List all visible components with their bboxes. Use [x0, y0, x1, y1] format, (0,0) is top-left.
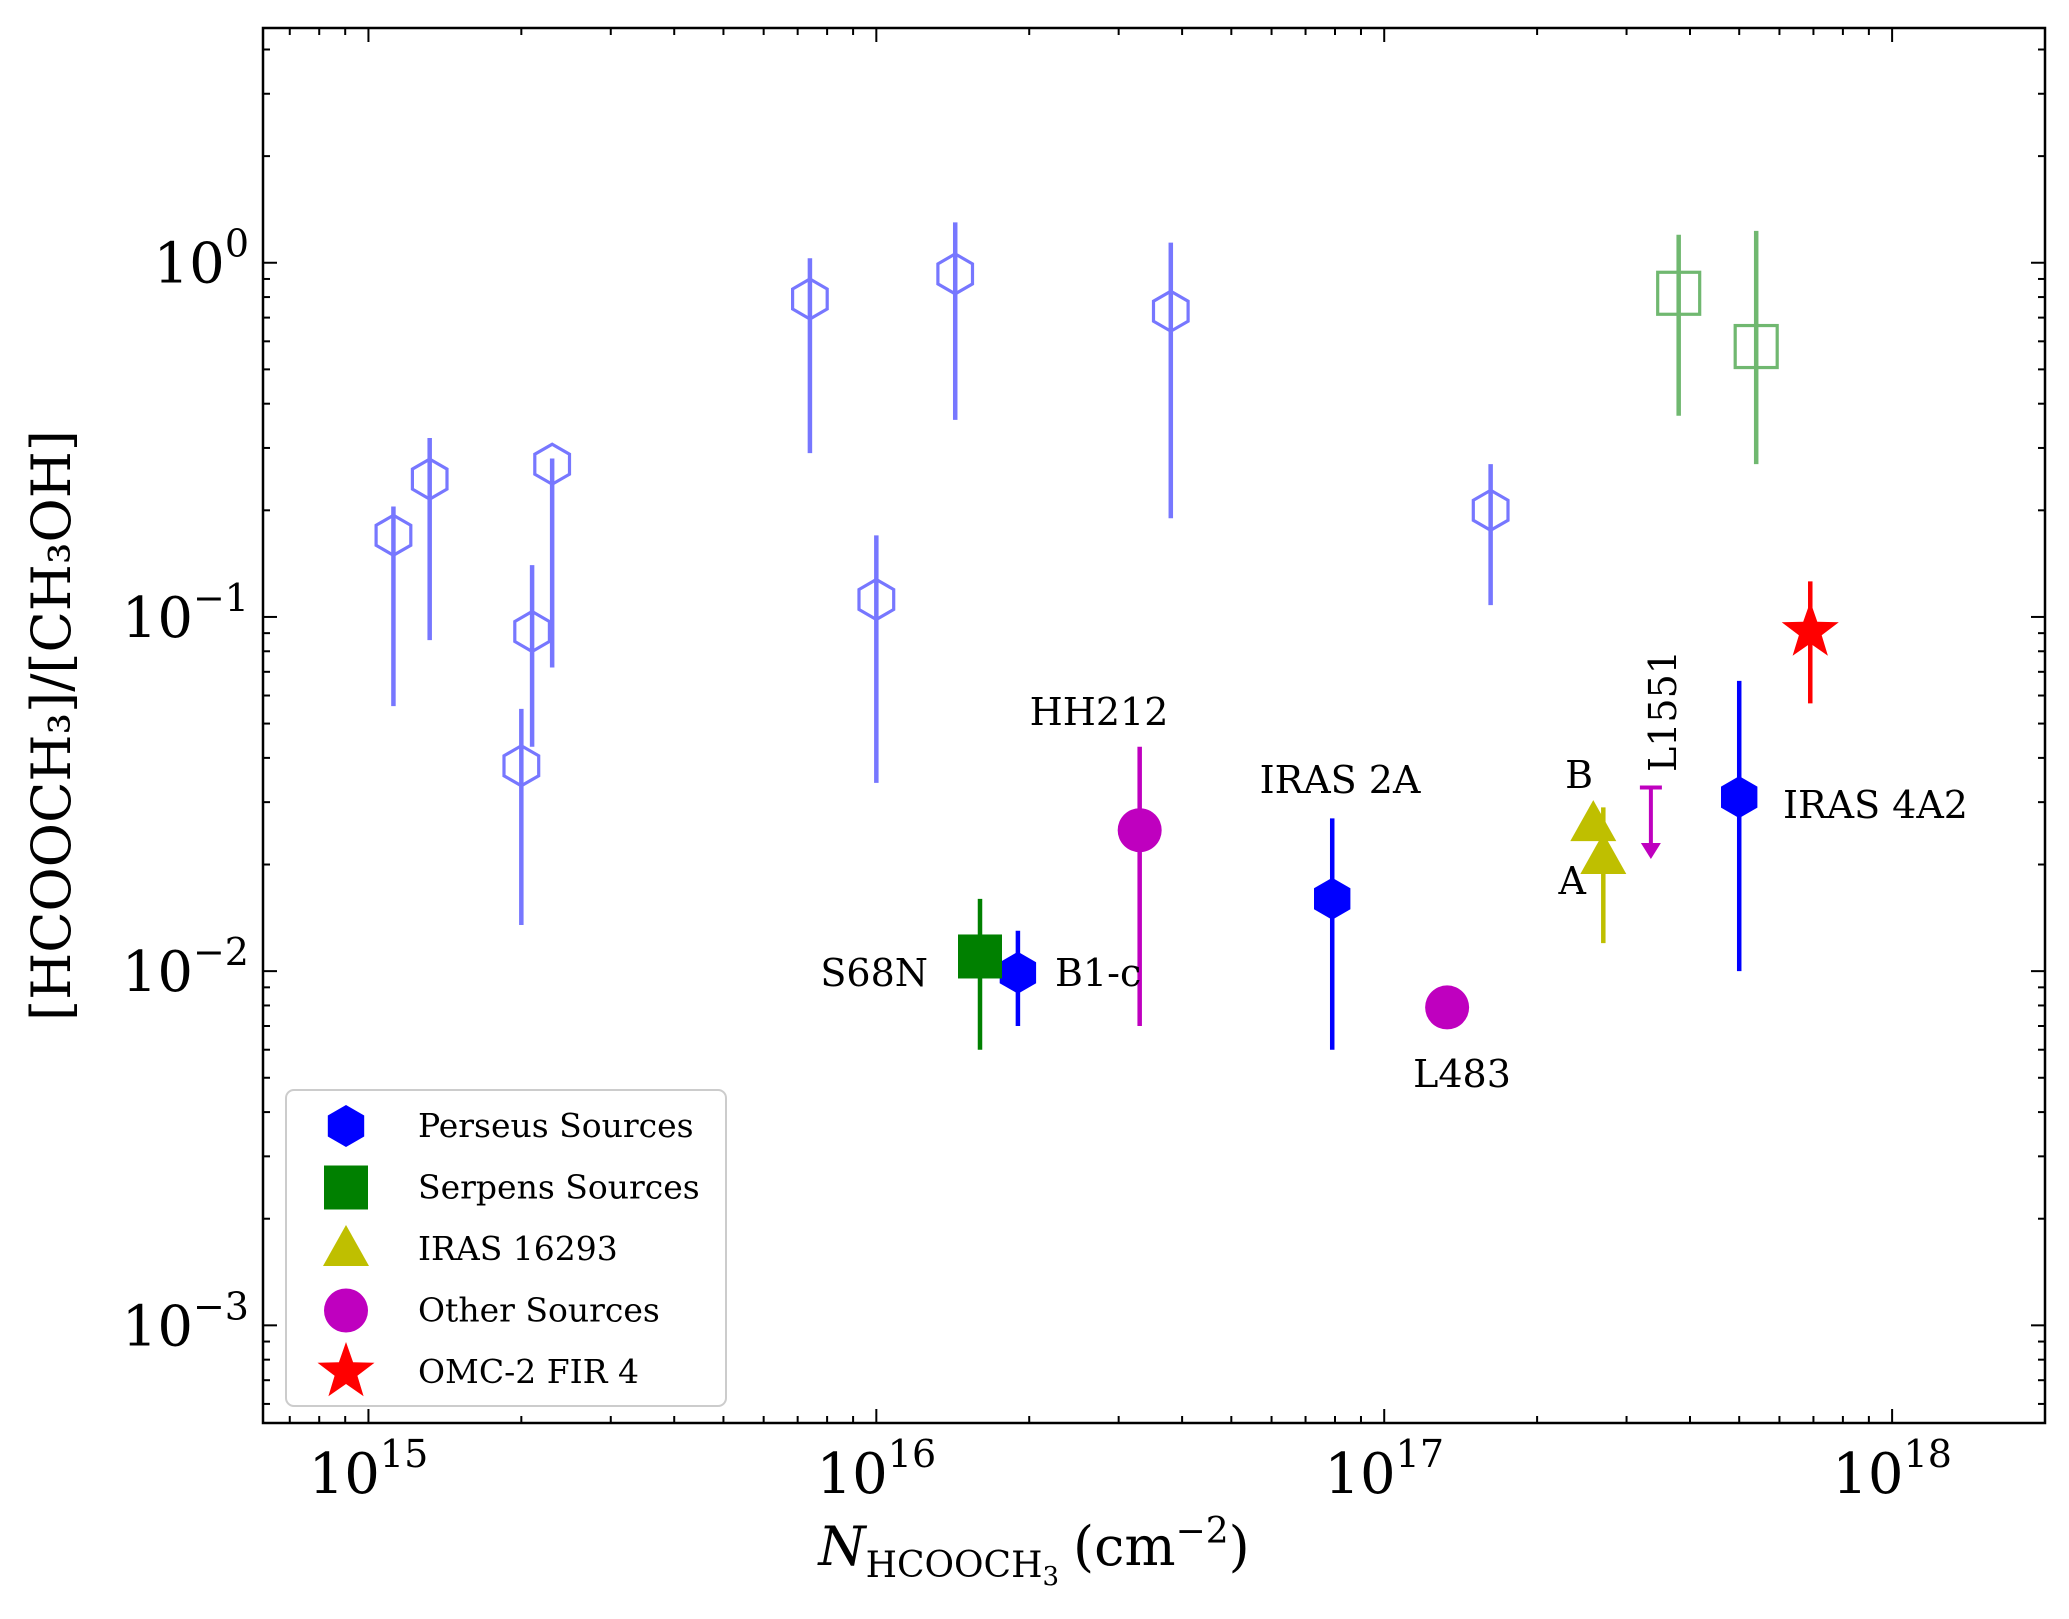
legend-entry: Serpens Sources: [324, 1165, 700, 1210]
y-tick-base: 10: [122, 1294, 193, 1359]
y-tick-exp: −1: [193, 576, 249, 620]
series-omc-2-fir-4: [1781, 581, 1839, 704]
series-other-sources: [1117, 746, 1470, 1030]
data-point: [1425, 985, 1470, 1030]
data-point: [857, 577, 896, 622]
data-point: [513, 609, 552, 654]
annotation-l1551: L1551: [1641, 650, 1685, 772]
y-tick-label: 10−2: [122, 930, 249, 1005]
annotation-b1-c: B1-c: [1055, 951, 1141, 995]
x-axis-label-unit-close: ): [1229, 1515, 1250, 1578]
data-point: [999, 951, 1037, 994]
series-perseus-sources: [999, 680, 1758, 1050]
data-point: [958, 934, 1003, 979]
y-tick-label: 100: [154, 222, 249, 297]
legend-entry: Perseus Sources: [327, 1105, 694, 1147]
annotation-hh212: HH212: [1030, 690, 1169, 734]
x-tick-exp: 15: [380, 1432, 428, 1476]
y-tick-exp: −3: [193, 1284, 249, 1328]
data-point: [790, 277, 829, 321]
x-axis-label-main: N: [816, 1515, 867, 1578]
upper-limit-marker: [1639, 785, 1662, 860]
x-tick-label: 1017: [1324, 1432, 1444, 1507]
data-point: [1314, 877, 1351, 920]
data-point: [1117, 808, 1162, 853]
y-tick-label: 10−1: [122, 576, 249, 651]
plot-frame: [261, 26, 2047, 1425]
legend-entry: Other Sources: [324, 1288, 660, 1333]
data-points: [374, 222, 1839, 1050]
legend: Perseus Sources Serpens Sources IRAS 16293…: [285, 1089, 727, 1407]
x-axis-label: NHCOOCH3 (cm−2): [816, 1511, 1249, 1592]
data-point: [1580, 833, 1627, 875]
x-tick-exp: 16: [888, 1432, 936, 1476]
annotation-b: B: [1565, 753, 1593, 797]
annotation-a: A: [1558, 859, 1587, 903]
x-tick-base: 10: [309, 1442, 380, 1507]
data-point: [1151, 289, 1190, 334]
x-axis-label-unit-sup: −2: [1176, 1511, 1229, 1552]
legend-marker: [323, 1225, 369, 1266]
annotation-s68n: S68N: [820, 951, 928, 995]
legend-marker: [324, 1288, 368, 1333]
x-tick-exp: 18: [1904, 1432, 1952, 1476]
legend-entry: OMC-2 FIR 4: [317, 1342, 639, 1397]
x-tick-label: 1018: [1832, 1432, 1952, 1507]
data-point: [502, 743, 541, 788]
data-point: [1656, 270, 1702, 316]
x-tick-base: 10: [817, 1442, 888, 1507]
x-tick-exp: 17: [1396, 1432, 1444, 1476]
data-point: [936, 252, 975, 296]
legend-box: [285, 1089, 727, 1407]
series-perseus-sources-open: [374, 222, 1510, 925]
x-tick-base: 10: [1324, 1442, 1395, 1507]
legend-label: OMC-2 FIR 4: [418, 1352, 639, 1391]
x-tick-label: 1015: [309, 1432, 429, 1507]
annotation-iras-2a: IRAS 2A: [1260, 758, 1421, 802]
data-point: [374, 513, 413, 558]
data-point: [1733, 323, 1779, 370]
legend-marker: [317, 1342, 375, 1397]
y-tick-label: 10−3: [122, 1284, 249, 1359]
legend-marker: [327, 1105, 365, 1147]
series-iras-16293: [1570, 800, 1627, 944]
y-tick-exp: 0: [225, 222, 249, 266]
x-axis-label-unit: (cm: [1073, 1515, 1176, 1578]
data-point: [1721, 776, 1758, 819]
annotation-l483: L483: [1413, 1052, 1511, 1096]
x-tick-base: 10: [1832, 1442, 1903, 1507]
series-serpens-sources-open: [1656, 230, 1779, 465]
x-axis-label-sub: HCOOCH: [866, 1545, 1043, 1586]
data-point: [410, 457, 449, 501]
x-tick-label: 1016: [817, 1432, 937, 1507]
legend-label: IRAS 16293: [418, 1229, 618, 1268]
upper-limit-arrowhead: [1640, 843, 1661, 860]
y-tick-exp: −2: [193, 930, 249, 974]
annotation-iras-4a2: IRAS 4A2: [1783, 783, 1968, 827]
y-axis-label: [HCOOCH₃]/[CH₃OH]: [20, 430, 83, 1021]
legend-label: Perseus Sources: [418, 1106, 694, 1145]
x-axis-label-subsub: 3: [1042, 1562, 1059, 1592]
y-tick-base: 10: [122, 586, 193, 651]
series-serpens-sources: [958, 898, 1003, 1050]
legend-marker: [324, 1165, 368, 1210]
x-tick-labels: 1015 1016 1017 1018: [309, 1432, 1952, 1507]
legend-label: Serpens Sources: [418, 1168, 700, 1207]
legend-entry: IRAS 16293: [323, 1225, 618, 1268]
point-annotations: HH212 IRAS 2A IRAS 4A2 S68N B1-c L483 B A L1551: [820, 650, 1968, 1096]
y-tick-base: 10: [122, 940, 193, 1005]
data-point: [1471, 488, 1510, 533]
y-tick-base: 10: [154, 232, 225, 297]
data-point: [533, 442, 572, 487]
data-point: [1570, 800, 1617, 842]
legend-label: Other Sources: [418, 1291, 660, 1330]
data-point: [1781, 601, 1839, 656]
